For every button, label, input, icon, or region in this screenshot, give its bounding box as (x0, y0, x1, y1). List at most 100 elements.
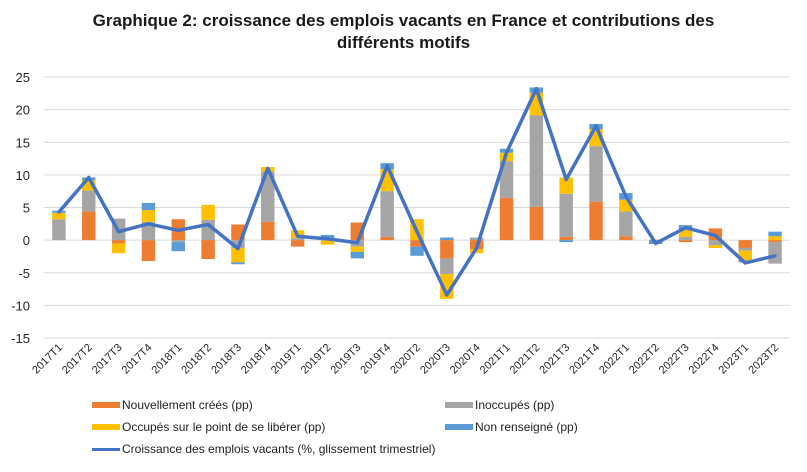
y-tick-label: -15 (11, 331, 30, 346)
y-tick-label: 10 (16, 168, 30, 183)
bar-segment (231, 262, 245, 265)
bar-segment (469, 237, 484, 241)
bar-segment (440, 240, 454, 259)
line-point (146, 222, 150, 226)
bar-segment (290, 238, 305, 241)
bar-segment (768, 231, 782, 237)
line-point (505, 151, 509, 155)
legend-swatch-line (92, 447, 120, 451)
x-tick-label: 2020T2 (388, 342, 423, 377)
x-tick-label: 2020T4 (448, 342, 483, 377)
bar-segment (290, 240, 305, 247)
line-point (534, 87, 538, 91)
bar-segment (499, 197, 514, 241)
y-tick-label: 15 (16, 135, 30, 150)
bar-segment (52, 219, 66, 241)
bar-segment (768, 240, 782, 243)
legend-swatch (92, 424, 120, 430)
bar-segment (261, 221, 275, 241)
bar-segment (52, 212, 66, 220)
line-point (564, 177, 568, 181)
x-tick-label: 2023T1 (716, 342, 751, 377)
legend-label: Nouvellement créés (pp) (122, 398, 253, 412)
x-tick-label: 2019T3 (329, 342, 364, 377)
x-tick-label: 2023T2 (746, 342, 781, 377)
x-tick-label: 2017T3 (90, 342, 125, 377)
x-tick-label: 2022T1 (597, 342, 632, 377)
x-tick-label: 2018T3 (209, 342, 244, 377)
bar-segment (82, 180, 96, 191)
bar-segment (82, 211, 96, 241)
bar-segment (111, 243, 126, 254)
bar-segment (708, 245, 723, 248)
legend-swatch (445, 402, 473, 408)
bar-segment (201, 240, 215, 260)
line-point (355, 241, 359, 245)
x-tick-label: 2019T4 (358, 342, 393, 377)
x-tick-label: 2020T3 (418, 342, 453, 377)
legend-item-occupes: Occupés sur le point de se libérer (pp) (92, 420, 325, 434)
bar-segment (708, 240, 723, 246)
bar-segment (649, 239, 663, 241)
x-tick-label: 2018T4 (239, 342, 274, 377)
line-point (773, 254, 777, 258)
line-point (385, 164, 389, 168)
bar-segment (261, 171, 275, 222)
x-tick-label: 2018T2 (179, 342, 214, 377)
bar-segment (440, 258, 454, 275)
line-point (87, 175, 91, 179)
legend-label: Inoccupés (pp) (475, 398, 555, 412)
x-tick-label: 2019T1 (269, 342, 304, 377)
x-tick-label: 2022T2 (627, 342, 662, 377)
bar-segment (619, 211, 633, 237)
bar-segment (619, 199, 633, 212)
x-tick-label: 2021T1 (478, 342, 513, 377)
x-tick-label: 2018T1 (150, 342, 185, 377)
line-point (594, 124, 598, 128)
legend-label: Non renseigné (pp) (475, 420, 578, 434)
line-point (117, 230, 121, 234)
x-tick-label: 2021T2 (508, 342, 543, 377)
x-tick-label: 2021T4 (567, 342, 602, 377)
line-point (713, 234, 717, 238)
bar-segment (111, 240, 126, 244)
bar-segment (768, 242, 782, 264)
line-point (57, 210, 61, 214)
y-tick-label: 20 (16, 103, 30, 118)
line-point (743, 261, 747, 265)
gridlines (44, 76, 790, 339)
x-tick-label: 2017T1 (30, 342, 65, 377)
line-point (654, 241, 658, 245)
bar-segment (171, 242, 185, 252)
chart-title: Graphique 2: croissance des emplois vaca… (0, 10, 807, 54)
line-point (445, 293, 449, 297)
bar-segment (589, 201, 603, 241)
y-tick-label: -5 (18, 266, 30, 281)
bar-segment (410, 240, 424, 247)
bar-segment (82, 190, 96, 212)
legend-item-non-renseigne: Non renseigné (pp) (445, 420, 578, 434)
bar-segment (380, 191, 394, 237)
bar-segment (529, 115, 544, 207)
x-tick-label: 2017T4 (120, 342, 155, 377)
line-point (624, 194, 628, 198)
x-tick-label: 2017T2 (60, 342, 95, 377)
bar-segment (738, 247, 752, 251)
bar-segment (559, 177, 573, 194)
bar-segment (499, 161, 514, 198)
bars (52, 87, 782, 299)
line-point (176, 228, 180, 232)
bar-segment (171, 240, 185, 243)
x-tick-label: 2019T2 (299, 342, 334, 377)
bar-segment (440, 237, 454, 241)
legend-item-nouvellement-crees: Nouvellement créés (pp) (92, 398, 253, 412)
line-point (684, 226, 688, 230)
bar-segment (768, 236, 782, 241)
bar-segment (619, 236, 633, 241)
bar-segment (350, 251, 365, 259)
bar-segment (201, 204, 215, 220)
chart-title-line-1: Graphique 2: croissance des emplois vaca… (92, 11, 715, 30)
line-point (475, 246, 479, 250)
bar-segment (678, 240, 693, 243)
legend-item-croissance: Croissance des emplois vacants (%, gliss… (92, 442, 435, 456)
